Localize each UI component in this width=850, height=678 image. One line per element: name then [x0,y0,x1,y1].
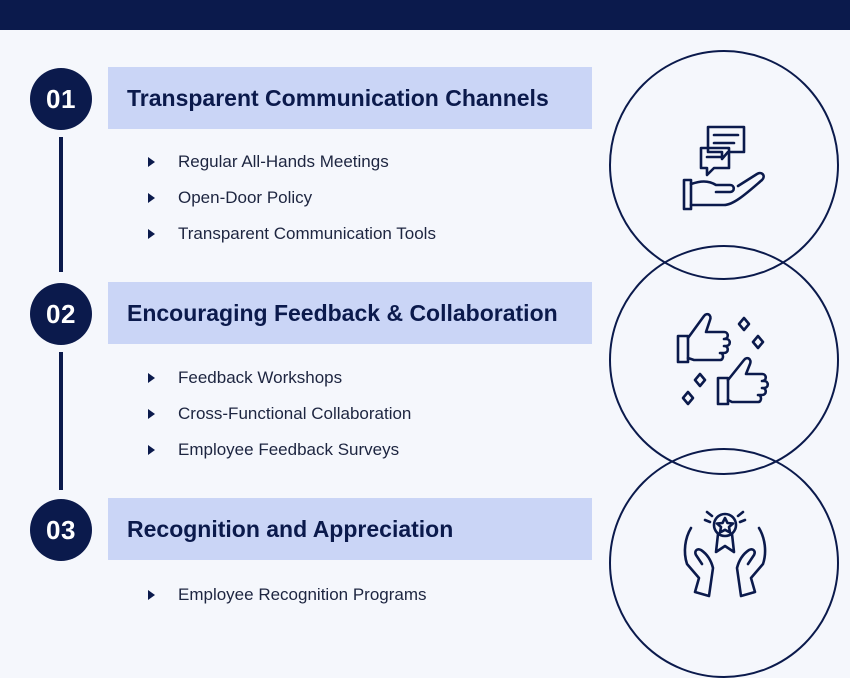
section-title: Recognition and Appreciation [127,515,454,542]
list-item: Regular All-Hands Meetings [148,144,436,180]
list-item-label: Cross-Functional Collaboration [178,404,412,423]
triangle-bullet-icon [148,590,155,600]
timeline-rail [59,352,63,490]
list-item-label: Transparent Communication Tools [178,224,436,243]
list-item-label: Feedback Workshops [178,368,343,387]
thumbs-up-icon [676,312,770,406]
section-header: Encouraging Feedback & Collaboration [108,282,592,344]
section-title: Encouraging Feedback & Collaboration [127,299,558,326]
list-item-label: Regular All-Hands Meetings [178,152,389,171]
section-header: Recognition and Appreciation [108,498,592,560]
section-title: Transparent Communication Channels [127,84,549,111]
section-number: 01 [30,68,92,130]
list-item: Employee Recognition Programs [148,577,427,613]
triangle-bullet-icon [148,373,155,383]
list-item-label: Employee Feedback Surveys [178,440,400,459]
section-header: Transparent Communication Channels [108,67,592,129]
section-number: 03 [30,499,92,561]
list-item: Open-Door Policy [148,180,436,216]
list-item: Transparent Communication Tools [148,216,436,252]
list-item-label: Employee Recognition Programs [178,585,427,604]
award-hands-icon [683,510,767,598]
list-item: Feedback Workshops [148,360,411,396]
triangle-bullet-icon [148,229,155,239]
triangle-bullet-icon [148,445,155,455]
triangle-bullet-icon [148,157,155,167]
triangle-bullet-icon [148,409,155,419]
bullet-list: Regular All-Hands Meetings Open-Door Pol… [148,144,436,252]
bullet-list: Employee Recognition Programs [148,577,427,613]
list-item-label: Open-Door Policy [178,188,313,207]
triangle-bullet-icon [148,193,155,203]
top-bar [0,0,850,30]
chat-hand-icon [682,125,765,211]
bullet-list: Feedback Workshops Cross-Functional Coll… [148,360,411,468]
section-number: 02 [30,283,92,345]
list-item: Cross-Functional Collaboration [148,396,411,432]
timeline-rail [59,137,63,272]
list-item: Employee Feedback Surveys [148,432,411,468]
